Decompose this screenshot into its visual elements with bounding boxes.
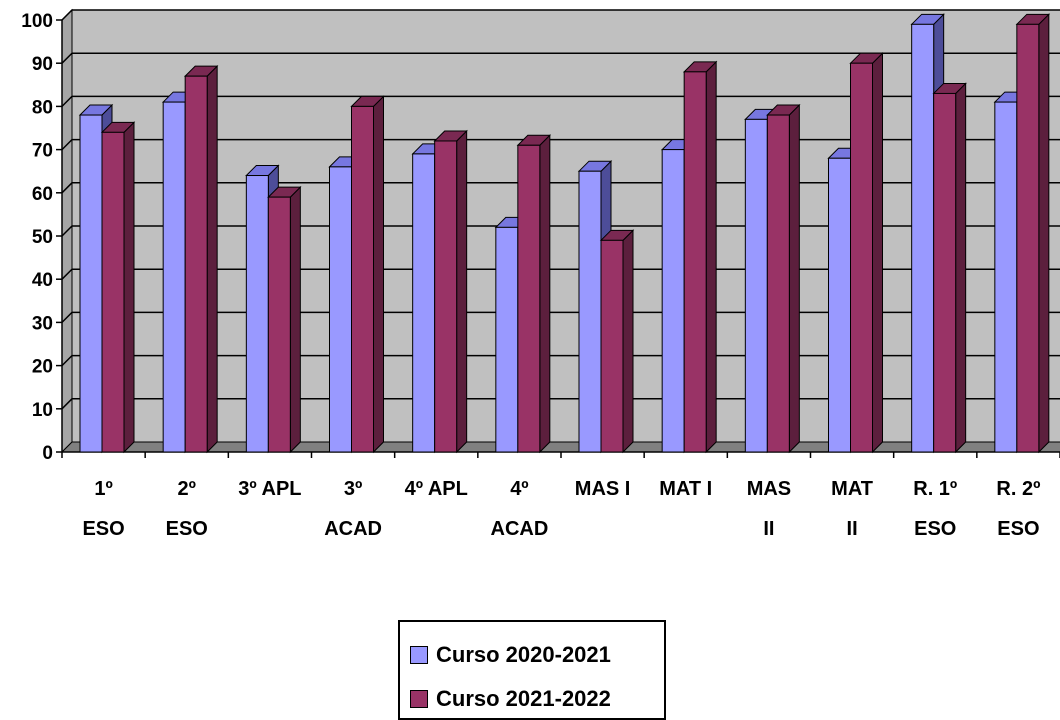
gridline bbox=[61, 354, 1060, 367]
x-category-label: ACAD bbox=[324, 518, 382, 540]
bar-series-2 bbox=[1015, 13, 1051, 454]
y-tick-label: 100 bbox=[21, 11, 53, 32]
bar-series-2 bbox=[267, 185, 302, 454]
x-category-label: MAS bbox=[747, 478, 791, 500]
y-tick-label: 0 bbox=[42, 443, 53, 464]
bar-series-2 bbox=[516, 134, 552, 454]
x-category-label: R. 2º bbox=[996, 478, 1040, 500]
gridline bbox=[61, 182, 1060, 194]
x-category-label: 3º bbox=[344, 478, 362, 500]
gridline bbox=[61, 52, 1060, 64]
y-tick-label: 10 bbox=[32, 400, 53, 421]
x-category-label: II bbox=[847, 518, 858, 540]
legend-swatch-series-1 bbox=[410, 646, 428, 664]
y-tick-label: 20 bbox=[32, 357, 53, 378]
legend-label-series-2: Curso 2021-2022 bbox=[436, 686, 611, 711]
gridline bbox=[61, 398, 1060, 410]
legend-item-series-2: Curso 2021-2022 bbox=[410, 686, 611, 712]
x-category-label: ACAD bbox=[491, 518, 549, 540]
x-category-label: 4º APL bbox=[405, 478, 468, 500]
x-category-label: ESO bbox=[914, 518, 956, 540]
x-category-label: II bbox=[763, 518, 774, 540]
legend-swatch-series-2 bbox=[410, 690, 428, 708]
bar-chart: 0 10 20 30 40 50 60 70 80 90 100 1º ESO 2º ESO 3º APL 3º… bbox=[21, 8, 1060, 540]
bar-series-2 bbox=[766, 103, 801, 454]
bar-series-2 bbox=[932, 82, 967, 454]
y-tick-label: 80 bbox=[32, 97, 53, 118]
legend-label-series-1: Curso 2020-2021 bbox=[436, 642, 611, 667]
x-category-label: 4º bbox=[510, 478, 528, 500]
x-category-label: MAT bbox=[831, 478, 873, 500]
x-category-label: 2º bbox=[178, 478, 196, 500]
gridline bbox=[61, 268, 1060, 280]
gridline bbox=[61, 138, 1060, 151]
x-category-label: MAS I bbox=[575, 478, 631, 500]
legend: Curso 2020-2021 Curso 2021-2022 bbox=[398, 620, 666, 720]
y-tick-label: 60 bbox=[32, 184, 53, 205]
y-tick-label: 90 bbox=[32, 54, 53, 75]
y-tick-label: 40 bbox=[32, 270, 53, 291]
x-category-label: 3º APL bbox=[238, 478, 301, 500]
x-category-label: ESO bbox=[166, 518, 208, 540]
x-category-label: R. 1º bbox=[913, 478, 957, 500]
y-tick-label: 70 bbox=[32, 141, 53, 162]
x-category-label: ESO bbox=[997, 518, 1039, 540]
bar-series-2 bbox=[350, 95, 385, 454]
gridline bbox=[61, 311, 1060, 323]
y-tick-label: 30 bbox=[32, 313, 53, 334]
bar-series-2 bbox=[183, 64, 219, 454]
x-category-label: ESO bbox=[82, 518, 124, 540]
gridline bbox=[61, 95, 1060, 107]
y-tick-label: 50 bbox=[32, 227, 53, 248]
bar-series-2 bbox=[682, 60, 718, 454]
gridline bbox=[61, 9, 1060, 21]
bar-series-2 bbox=[100, 121, 136, 454]
legend-item-series-1: Curso 2020-2021 bbox=[410, 642, 611, 668]
x-category-label: MAT I bbox=[659, 478, 712, 500]
bar-series-2 bbox=[599, 229, 635, 454]
bar-series-2 bbox=[849, 51, 884, 454]
bar-series-2 bbox=[433, 129, 468, 454]
x-category-label: 1º bbox=[94, 478, 112, 500]
gridline bbox=[61, 225, 1060, 237]
